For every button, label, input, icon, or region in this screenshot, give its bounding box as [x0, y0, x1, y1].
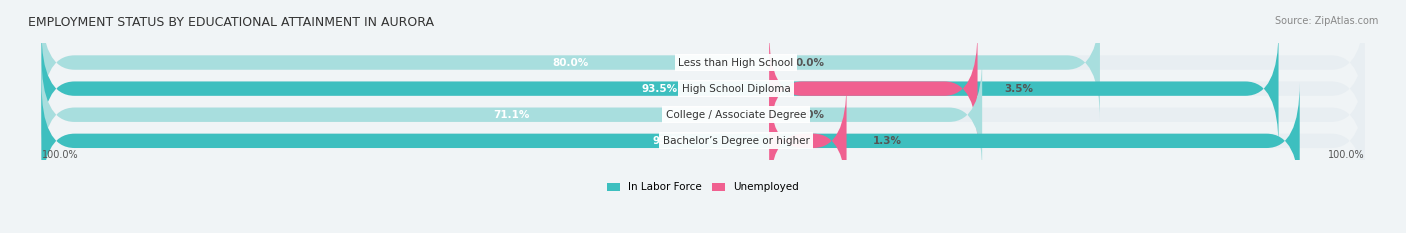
Text: 3.5%: 3.5% — [1004, 84, 1033, 94]
Text: High School Diploma: High School Diploma — [682, 84, 790, 94]
Legend: In Labor Force, Unemployed: In Labor Force, Unemployed — [603, 178, 803, 196]
Text: EMPLOYMENT STATUS BY EDUCATIONAL ATTAINMENT IN AURORA: EMPLOYMENT STATUS BY EDUCATIONAL ATTAINM… — [28, 16, 434, 29]
Text: Bachelor’s Degree or higher: Bachelor’s Degree or higher — [662, 136, 810, 146]
FancyBboxPatch shape — [41, 57, 983, 173]
Text: Less than High School: Less than High School — [679, 58, 794, 68]
FancyBboxPatch shape — [41, 4, 1099, 121]
Text: 0.0%: 0.0% — [796, 110, 824, 120]
Text: College / Associate Degree: College / Associate Degree — [666, 110, 806, 120]
FancyBboxPatch shape — [41, 31, 1278, 147]
FancyBboxPatch shape — [41, 83, 1299, 199]
FancyBboxPatch shape — [41, 83, 1365, 199]
FancyBboxPatch shape — [41, 31, 1365, 147]
Text: 80.0%: 80.0% — [553, 58, 589, 68]
Text: 0.0%: 0.0% — [796, 58, 824, 68]
Text: 71.1%: 71.1% — [494, 110, 530, 120]
Text: 100.0%: 100.0% — [1327, 150, 1365, 160]
FancyBboxPatch shape — [41, 57, 1365, 173]
Text: Source: ZipAtlas.com: Source: ZipAtlas.com — [1274, 16, 1378, 26]
Text: 93.5%: 93.5% — [643, 84, 678, 94]
FancyBboxPatch shape — [769, 83, 846, 199]
Text: 100.0%: 100.0% — [41, 150, 79, 160]
FancyBboxPatch shape — [41, 4, 1365, 121]
Text: 95.1%: 95.1% — [652, 136, 689, 146]
FancyBboxPatch shape — [769, 31, 977, 147]
Text: 1.3%: 1.3% — [873, 136, 903, 146]
